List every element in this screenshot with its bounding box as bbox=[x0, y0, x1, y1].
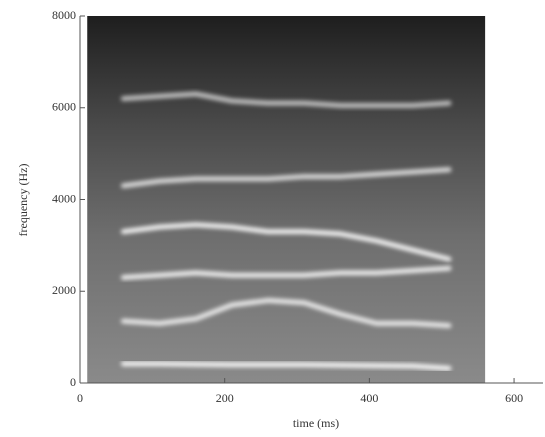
y-tick-label: 2000 bbox=[52, 283, 76, 297]
y-tick-label: 0 bbox=[70, 375, 76, 389]
formant-band bbox=[120, 91, 452, 108]
formant-band bbox=[120, 222, 452, 262]
y-tick-label: 4000 bbox=[52, 191, 76, 205]
spectrogram-background bbox=[87, 16, 486, 383]
x-tick-label: 200 bbox=[216, 391, 234, 405]
formant-band bbox=[120, 297, 452, 329]
y-tick-label: 6000 bbox=[52, 100, 76, 114]
x-axis-label: time (ms) bbox=[293, 416, 339, 430]
formant-band bbox=[120, 361, 452, 371]
y-tick-label: 8000 bbox=[52, 8, 76, 22]
x-tick-label: 0 bbox=[77, 391, 83, 405]
formant-band bbox=[120, 265, 452, 280]
x-tick-label: 400 bbox=[360, 391, 378, 405]
formant-band bbox=[120, 167, 452, 189]
y-axis-label: frequency (Hz) bbox=[16, 164, 30, 237]
x-tick-label: 600 bbox=[505, 391, 523, 405]
